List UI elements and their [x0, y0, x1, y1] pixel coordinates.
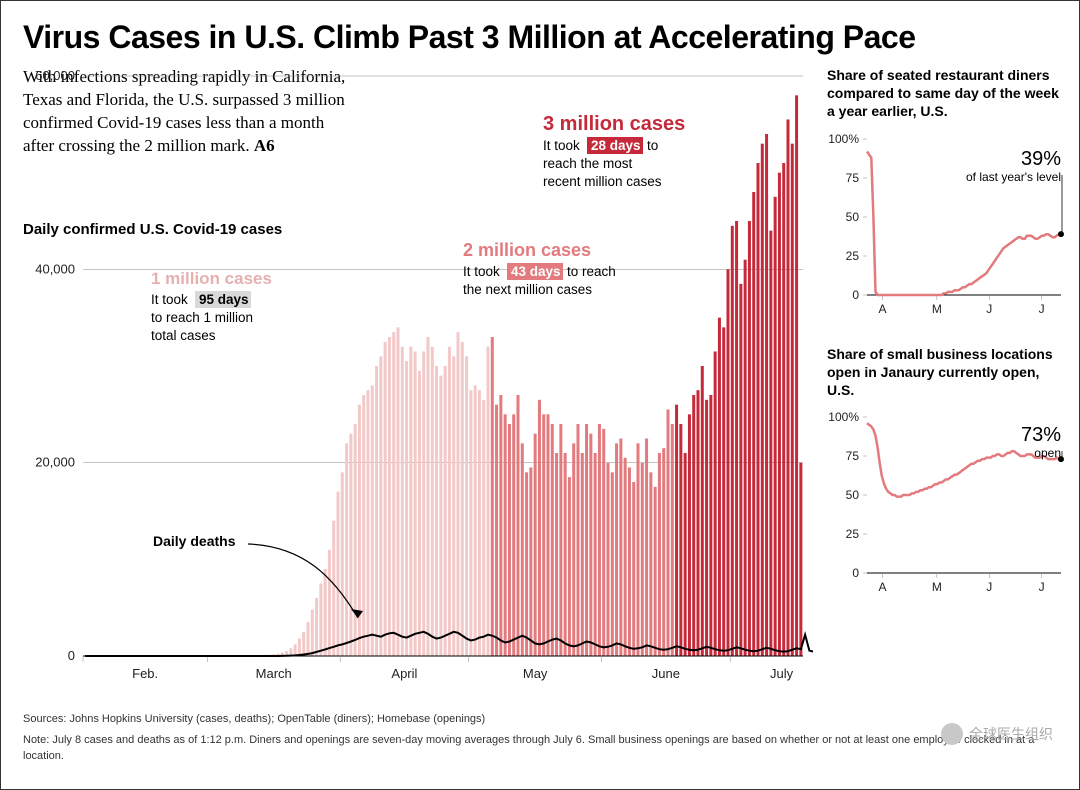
svg-text:75: 75	[846, 171, 860, 185]
svg-text:40,000: 40,000	[35, 261, 75, 276]
svg-text:50: 50	[846, 488, 860, 502]
svg-text:total cases: total cases	[151, 328, 216, 343]
main-chart: With infections spreading rapidly in Cal…	[23, 66, 813, 706]
svg-text:It took: It took	[151, 292, 188, 307]
svg-text:June: June	[652, 666, 680, 681]
svg-text:95 days: 95 days	[199, 292, 249, 307]
footnote-sources: Sources: Johns Hopkins University (cases…	[23, 712, 1057, 727]
svg-text:25: 25	[846, 249, 860, 263]
svg-text:60,000: 60,000	[35, 68, 75, 83]
footnote-note: Note: July 8 cases and deaths as of 1:12…	[23, 733, 1057, 764]
main-content: With infections spreading rapidly in Cal…	[23, 66, 1057, 706]
svg-text:Daily confirmed U.S. Covid-19: Daily confirmed U.S. Covid-19 cases	[23, 221, 282, 238]
page-reference: A6	[254, 136, 275, 155]
svg-text:0: 0	[852, 288, 859, 302]
svg-text:3 million cases: 3 million cases	[543, 113, 685, 135]
side-chart-1: 0 25 50 75 100% A M J J 39%of last year's level	[827, 125, 1067, 325]
watermark-text: 全球医生组织	[969, 724, 1053, 744]
svg-text:Feb.: Feb.	[132, 666, 158, 681]
side-chart-1-title: Share of seated restaurant diners compar…	[827, 66, 1067, 121]
svg-text:J: J	[1039, 302, 1045, 316]
svg-text:J: J	[1039, 580, 1045, 594]
side-chart-2-title: Share of small business locations open i…	[827, 345, 1067, 400]
svg-text:100%: 100%	[828, 132, 859, 146]
svg-text:0: 0	[68, 648, 75, 663]
svg-text:It took: It took	[543, 138, 580, 153]
svg-text:to reach 1 million: to reach 1 million	[151, 310, 253, 325]
svg-text:43 days: 43 days	[511, 264, 561, 279]
main-chart-column: With infections spreading rapidly in Cal…	[23, 66, 813, 706]
svg-text:100%: 100%	[828, 410, 859, 424]
svg-text:July: July	[770, 666, 794, 681]
side-column: Share of seated restaurant diners compar…	[827, 66, 1067, 706]
svg-text:open: open	[1034, 446, 1061, 460]
svg-text:0: 0	[852, 566, 859, 580]
svg-text:reach the most: reach the most	[543, 156, 633, 171]
svg-text:It took: It took	[463, 264, 500, 279]
svg-text:50: 50	[846, 210, 860, 224]
svg-text:73%: 73%	[1021, 424, 1061, 446]
svg-text:A: A	[879, 580, 887, 594]
side-chart-2: 0 25 50 75 100% A M J J 73%open	[827, 403, 1067, 603]
svg-text:25: 25	[846, 527, 860, 541]
watermark: 全球医生组织	[941, 723, 1053, 745]
svg-text:April: April	[391, 666, 417, 681]
svg-text:to: to	[647, 138, 658, 153]
svg-text:M: M	[932, 302, 942, 316]
svg-text:March: March	[256, 666, 292, 681]
svg-text:of last year's level: of last year's level	[966, 170, 1061, 184]
svg-text:1 million cases: 1 million cases	[151, 269, 272, 288]
svg-text:Daily deaths: Daily deaths	[153, 533, 236, 549]
svg-text:May: May	[523, 666, 548, 681]
svg-text:J: J	[986, 580, 992, 594]
svg-text:M: M	[932, 580, 942, 594]
svg-text:to reach: to reach	[567, 264, 616, 279]
svg-text:A: A	[879, 302, 887, 316]
svg-text:the next million cases: the next million cases	[463, 282, 592, 297]
svg-text:recent million cases: recent million cases	[543, 174, 662, 189]
svg-text:75: 75	[846, 449, 860, 463]
svg-text:39%: 39%	[1021, 148, 1061, 170]
svg-text:20,000: 20,000	[35, 455, 75, 470]
svg-text:J: J	[986, 302, 992, 316]
headline: Virus Cases in U.S. Climb Past 3 Million…	[23, 19, 1057, 56]
watermark-icon	[941, 723, 963, 745]
svg-text:28 days: 28 days	[591, 138, 641, 153]
svg-text:2 million cases: 2 million cases	[463, 240, 591, 260]
